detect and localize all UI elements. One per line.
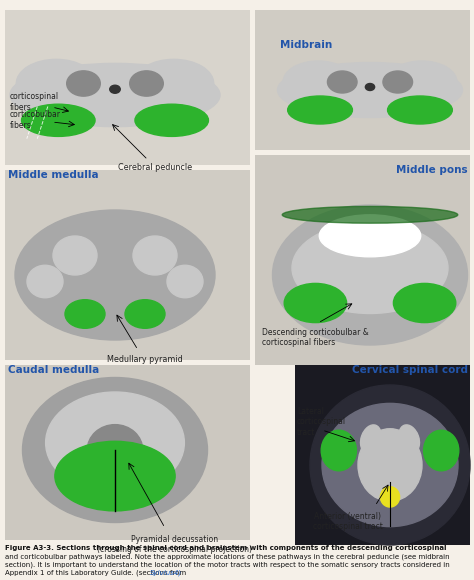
Bar [5,170,250,360]
Text: Pyramidal decussation
(crossing of the corticospinal projection): Pyramidal decussation (crossing of the c… [98,535,253,554]
Ellipse shape [67,71,100,96]
Bar [5,365,250,540]
Ellipse shape [134,59,214,108]
Ellipse shape [46,392,184,494]
Ellipse shape [55,441,175,511]
Text: Lateral
corticospinal
tract: Lateral corticospinal tract [297,407,346,437]
Text: Appendix 1 of this Laboratory Guide. (sections from: Appendix 1 of this Laboratory Guide. (se… [5,569,186,575]
Text: Cerebral peduncle: Cerebral peduncle [118,163,192,172]
Ellipse shape [10,63,220,126]
Ellipse shape [365,84,374,90]
Ellipse shape [277,63,463,118]
Ellipse shape [399,425,419,453]
Ellipse shape [65,300,105,328]
Text: Middle pons: Middle pons [396,165,468,175]
Text: Midbrain: Midbrain [280,40,332,50]
Text: Anterior (ventral)
corticospinal tract: Anterior (ventral) corticospinal tract [313,512,383,531]
Text: Descending corticobulbar &
corticospinal fibers: Descending corticobulbar & corticospinal… [262,328,369,347]
Ellipse shape [283,61,353,103]
Text: section). It is important to understand the location of the motor tracts with re: section). It is important to understand … [5,561,450,567]
Ellipse shape [361,425,381,453]
Ellipse shape [167,265,203,298]
Ellipse shape [381,487,400,507]
Ellipse shape [393,284,456,322]
Text: Sylvius4): Sylvius4) [150,569,182,575]
Ellipse shape [16,59,96,108]
Ellipse shape [358,429,422,501]
Ellipse shape [125,300,165,328]
Ellipse shape [53,236,97,275]
Text: Figure A3-3. Sections through the spinal cord and brainstem with components of t: Figure A3-3. Sections through the spinal… [5,545,447,551]
Text: Cervical spinal cord: Cervical spinal cord [352,365,468,375]
Ellipse shape [388,96,452,124]
Ellipse shape [21,104,95,136]
Ellipse shape [130,71,164,96]
Text: Medullary pyramid: Medullary pyramid [107,355,183,364]
Text: Middle medulla: Middle medulla [8,170,99,180]
Ellipse shape [292,223,448,314]
Ellipse shape [284,284,346,322]
Ellipse shape [273,205,467,345]
Text: corticobulbar
fibers: corticobulbar fibers [10,110,61,130]
Ellipse shape [15,210,215,340]
Ellipse shape [322,403,458,527]
Circle shape [310,385,470,545]
Ellipse shape [328,71,357,93]
Ellipse shape [87,425,143,476]
Ellipse shape [383,71,412,93]
Bar [295,365,470,545]
Text: Caudal medulla: Caudal medulla [8,365,99,375]
Text: corticospinal
fibers: corticospinal fibers [10,92,59,112]
Ellipse shape [319,215,421,257]
Bar [255,10,470,150]
Ellipse shape [110,85,120,93]
Ellipse shape [288,96,353,124]
Text: and corticobulbar pathways labeled. Note the approximate locations of these path: and corticobulbar pathways labeled. Note… [5,553,450,560]
Ellipse shape [135,104,209,136]
Ellipse shape [424,430,459,471]
Ellipse shape [387,61,457,103]
Bar [5,10,250,165]
Ellipse shape [321,430,356,471]
Ellipse shape [27,265,63,298]
Ellipse shape [282,206,458,223]
Ellipse shape [133,236,177,275]
Bar [255,155,470,365]
Ellipse shape [22,378,208,523]
